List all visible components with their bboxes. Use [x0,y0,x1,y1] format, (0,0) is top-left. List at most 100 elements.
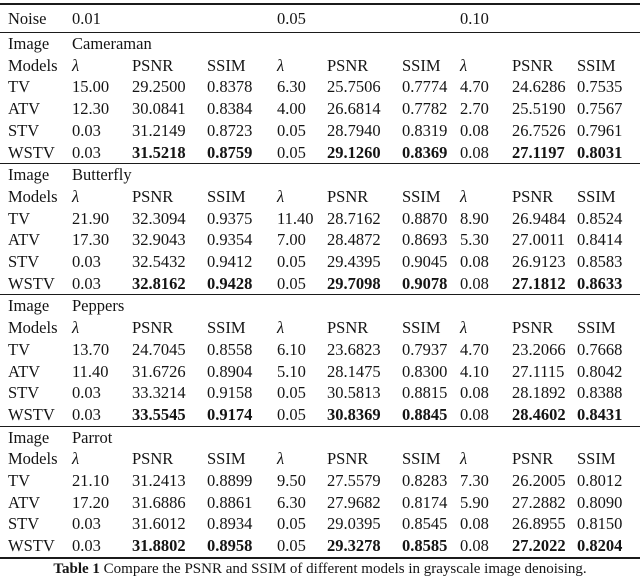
table-row: STV 0.03 33.3214 0.9158 0.05 30.5813 0.8815 0.0… [0,382,640,404]
value-cell: 25.5190 [512,99,566,119]
model-name: TV [8,339,30,359]
value-cell: 32.5432 [132,252,186,272]
table-row: WSTV 0.03 31.5218 0.8759 0.05 29.1260 0.8369 0.… [0,142,640,164]
value-cell: 32.9043 [132,230,186,250]
noise-level-1: 0.01 [72,9,101,28]
value-cell: 26.9123 [512,252,566,272]
value-cell: 0.08 [460,273,489,293]
model-name: WSTV [8,273,55,293]
value-cell: 0.8431 [577,404,623,424]
value-cell: 27.1115 [512,361,565,381]
table-row: WSTV 0.03 32.8162 0.9428 0.05 29.7098 0.9078 0.… [0,273,640,295]
value-cell: 0.03 [72,120,101,140]
value-cell: 0.03 [72,536,101,556]
model-name: ATV [8,99,41,119]
table-row: STV 0.03 31.6012 0.8934 0.05 29.0395 0.8545 0.0… [0,513,640,535]
value-cell: 0.8633 [577,273,623,293]
section-cameraman: Image Cameraman Models λ PSNR SSIM λ PSNR SSIM λ P… [0,32,640,164]
value-cell: 26.8955 [512,514,566,534]
col-header-psnr: PSNR [132,318,174,338]
image-row-label: Image [8,296,50,316]
value-cell: 29.4395 [327,252,381,272]
table-row: Models λ PSNR SSIM λ PSNR SSIM λ PSNR SSIM [0,448,640,470]
value-cell: 6.10 [277,339,306,359]
noise-level-3: 0.10 [460,9,489,28]
col-header-psnr: PSNR [512,318,554,338]
value-cell: 0.7535 [577,77,623,97]
value-cell: 12.30 [72,99,110,119]
col-header-lambda: λ [72,449,80,469]
value-cell: 0.03 [72,142,101,162]
noise-header-row: Noise 0.01 0.05 0.10 [0,4,640,33]
col-header-ssim: SSIM [402,186,441,206]
section-peppers: Image Peppers Models λ PSNR SSIM λ PSNR SSIM λ PSN… [0,294,640,426]
col-header-ssim: SSIM [577,318,616,338]
value-cell: 33.5545 [132,404,186,424]
image-name: Cameraman [72,34,152,53]
col-header-psnr: PSNR [512,186,554,206]
value-cell: 0.7668 [577,339,623,359]
col-header-lambda: λ [277,449,285,469]
value-cell: 0.8524 [577,208,623,228]
value-cell: 27.1812 [512,273,566,293]
value-cell: 11.40 [72,361,109,381]
model-name: WSTV [8,142,55,162]
models-row-label: Models [8,449,58,469]
value-cell: 0.05 [277,252,306,272]
value-cell: 0.8558 [207,339,253,359]
table-row: ATV 17.20 31.6886 0.8861 6.30 27.9682 0.8174 5.… [0,492,640,514]
value-cell: 31.2413 [132,471,186,491]
value-cell: 31.5218 [132,142,186,162]
value-cell: 0.7774 [402,77,448,97]
image-row-label: Image [8,427,50,447]
value-cell: 13.70 [72,339,110,359]
models-row-label: Models [8,55,58,75]
value-cell: 5.30 [460,230,489,250]
value-cell: 31.8802 [132,536,186,556]
table-row: Models λ PSNR SSIM λ PSNR SSIM λ PSNR SSIM [0,55,640,77]
table-row: ATV 12.30 30.0841 0.8384 4.00 26.6814 0.7782 2.… [0,98,640,120]
col-header-lambda: λ [72,186,80,206]
value-cell: 4.10 [460,361,489,381]
value-cell: 0.8815 [402,383,448,403]
col-header-ssim: SSIM [207,449,246,469]
value-cell: 0.8300 [402,361,448,381]
model-name: ATV [8,492,41,512]
value-cell: 0.8934 [207,514,253,534]
image-name: Parrot [72,427,113,447]
model-name: WSTV [8,536,55,556]
image-name: Peppers [72,296,125,316]
image-name: Butterfly [72,165,132,185]
value-cell: 0.8904 [207,361,253,381]
caption-text: Compare the PSNR and SSIM of different m… [99,560,587,577]
col-header-psnr: PSNR [327,449,369,469]
value-cell: 6.30 [277,492,306,512]
value-cell: 31.2149 [132,120,186,140]
value-cell: 0.05 [277,514,306,534]
value-cell: 21.90 [72,208,110,228]
col-header-lambda: λ [460,55,468,75]
value-cell: 4.70 [460,77,489,97]
value-cell: 17.30 [72,230,110,250]
value-cell: 0.08 [460,514,489,534]
value-cell: 0.9428 [207,273,253,293]
value-cell: 0.05 [277,142,306,162]
value-cell: 28.4872 [327,230,381,250]
value-cell: 0.9354 [207,230,253,250]
value-cell: 0.7961 [577,120,623,140]
value-cell: 29.1260 [327,142,381,162]
table-row: ATV 17.30 32.9043 0.9354 7.00 28.4872 0.8693 5.… [0,229,640,251]
value-cell: 0.08 [460,536,489,556]
col-header-ssim: SSIM [577,449,616,469]
value-cell: 0.8283 [402,471,448,491]
value-cell: 0.8545 [402,514,448,534]
value-cell: 0.03 [72,252,101,272]
table-row: Image Cameraman [0,33,640,55]
value-cell: 8.90 [460,208,489,228]
table-row: Models λ PSNR SSIM λ PSNR SSIM λ PSNR SSIM [0,317,640,339]
value-cell: 17.20 [72,492,110,512]
value-cell: 31.6012 [132,514,186,534]
value-cell: 0.8845 [402,404,448,424]
value-cell: 4.70 [460,339,489,359]
